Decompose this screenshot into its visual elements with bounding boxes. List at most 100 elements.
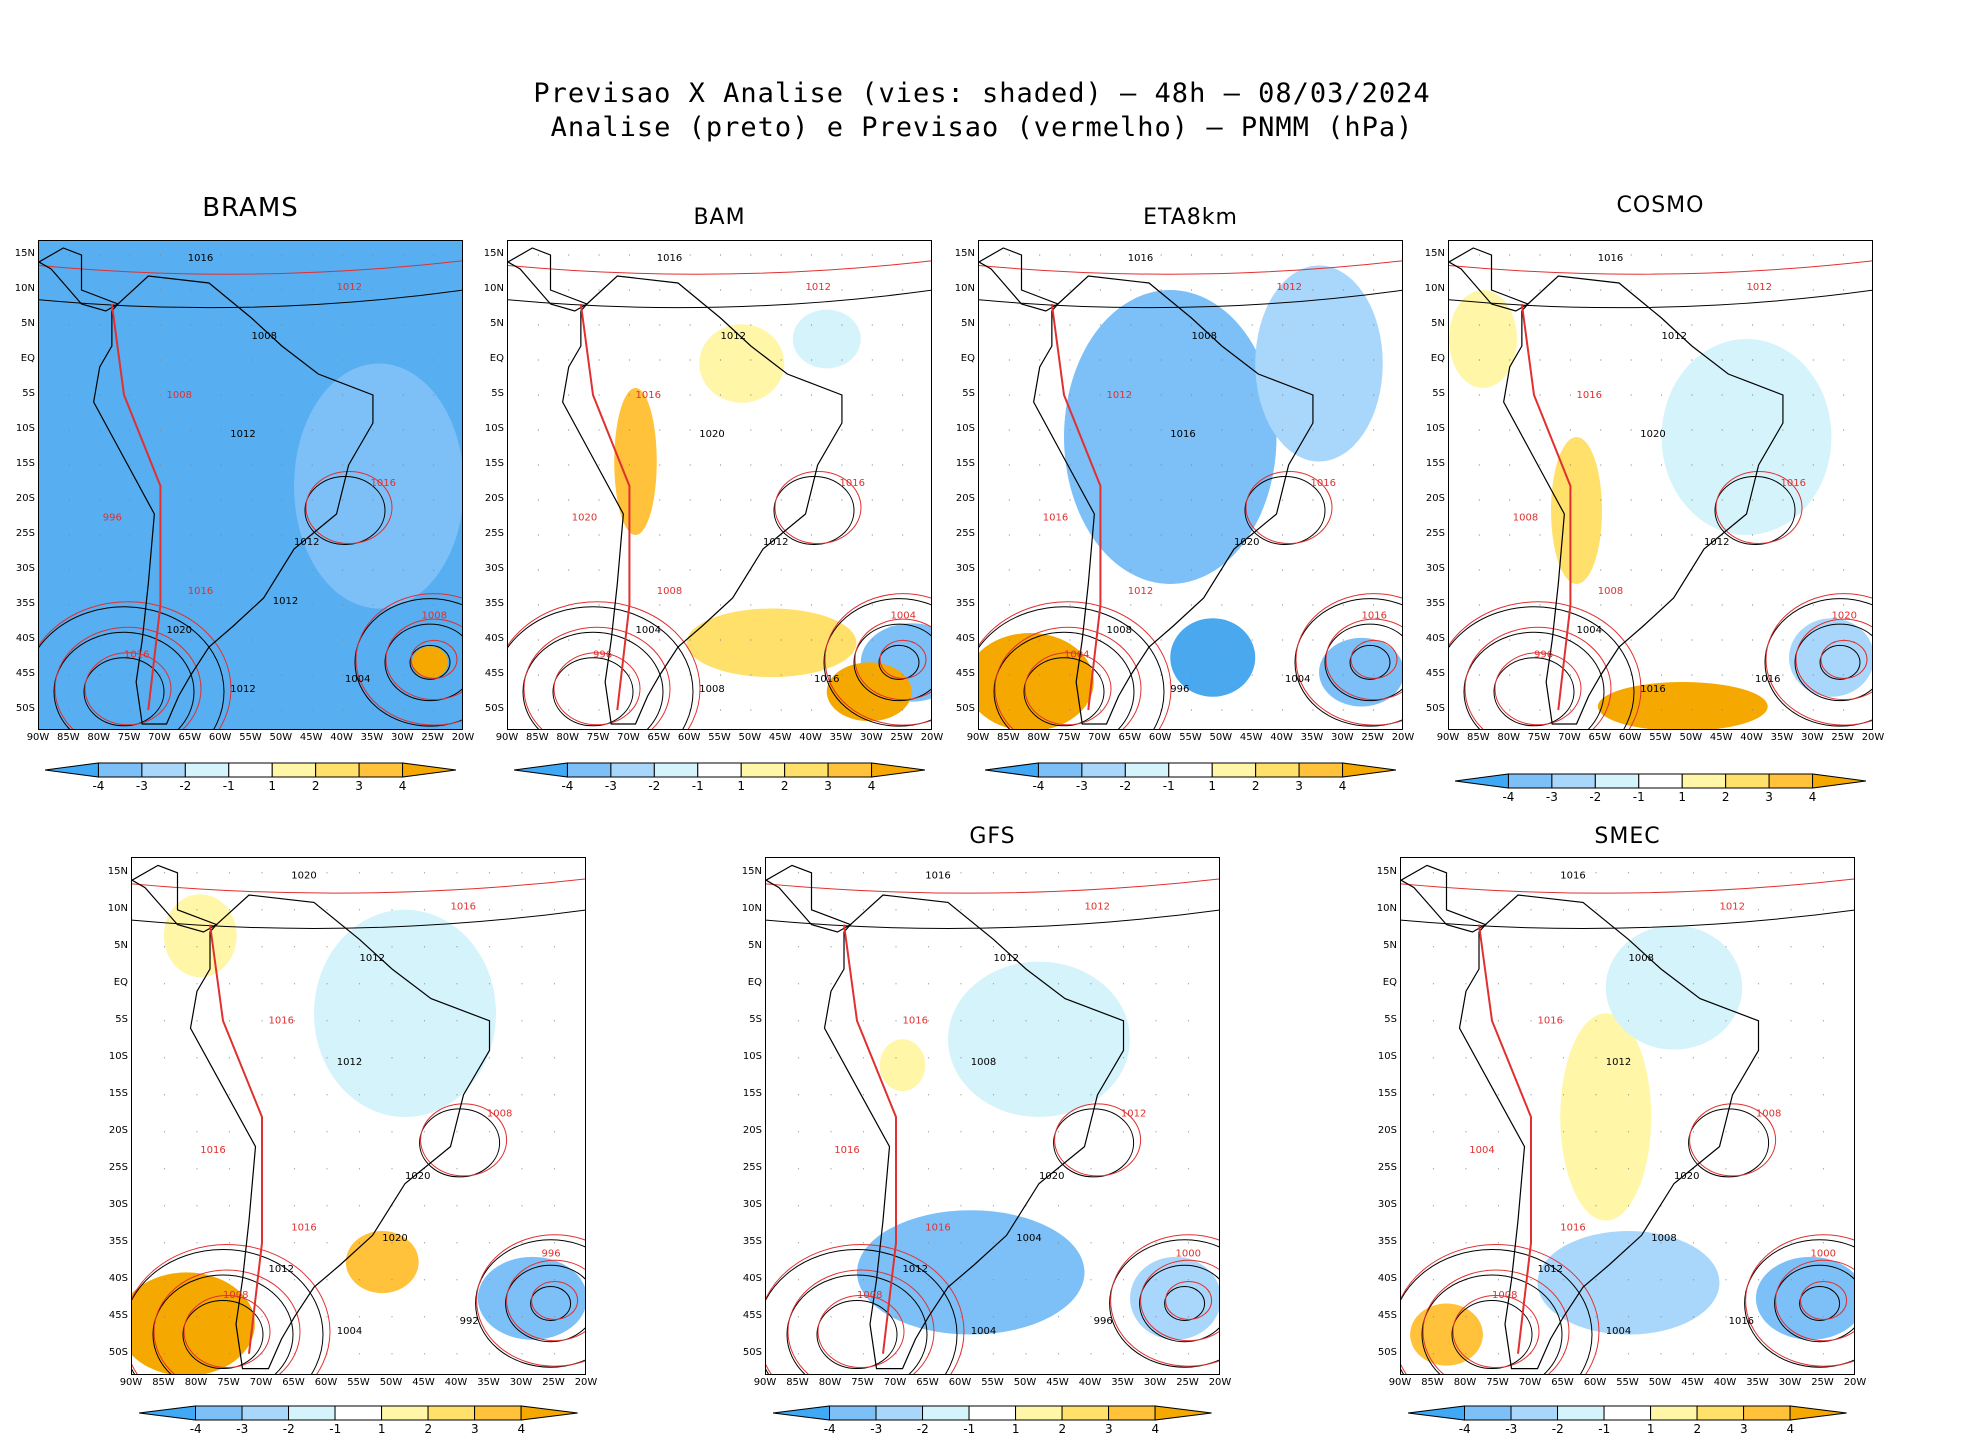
lon-tick-label: 75W <box>586 732 610 743</box>
lat-tick-label: 35S <box>15 598 35 609</box>
colorbar-label: 2 <box>780 779 789 793</box>
lon-tick-label: 70W <box>1558 732 1581 743</box>
colorbar-segment <box>1650 1405 1698 1421</box>
colorbar-label: 3 <box>355 779 363 793</box>
lat-tick-label: 15S <box>15 458 35 469</box>
contour-label: 1004 <box>1469 1145 1494 1156</box>
colorbar-ukmo <box>139 1405 578 1421</box>
lat-tick-label: 20S <box>484 493 504 504</box>
colorbar-label: -2 <box>648 779 661 793</box>
analysis-isobar <box>1139 1264 1219 1343</box>
lat-tick-label: 45S <box>1377 1309 1397 1321</box>
contour-label: 1016 <box>1560 1223 1585 1234</box>
analysis-isobar <box>508 606 694 729</box>
colorbar-label: 2 <box>424 1422 433 1436</box>
analysis-isobar <box>1449 606 1635 729</box>
lon-tick-label: 35W <box>1111 1377 1134 1388</box>
colorbar-label: 2 <box>1721 790 1730 804</box>
lat-tick-label: EQ <box>489 353 504 364</box>
lat-tick-label: 5S <box>22 388 35 399</box>
contour-label: 1004 <box>1016 1233 1041 1244</box>
colorbar-label: 4 <box>1338 779 1347 793</box>
andes-isobars <box>1520 303 1572 711</box>
map-cosmo: 1016 1012 1012 1016 1020 1016 1012 1008 1004 996 1… <box>1448 240 1873 730</box>
forecast-isobar <box>305 471 393 544</box>
forecast-isobar <box>1325 618 1402 701</box>
map-smec: 1016 1012 1008 1016 1012 1008 1020 1016 1012 1008… <box>1400 857 1855 1375</box>
lat-tick-label: 5N <box>21 318 35 329</box>
colorbar-label: 1 <box>377 1422 386 1436</box>
lat-tick-label: 15S <box>1425 458 1445 469</box>
contour-label: 1012 <box>1538 1264 1563 1275</box>
lat-tick-label: EQ <box>113 976 128 988</box>
colorbar-label: 4 <box>1808 790 1817 804</box>
lon-tick-label: 70W <box>1518 1377 1542 1388</box>
forecast-isobar <box>553 652 641 726</box>
isobars <box>508 260 931 729</box>
colorbar-label: 2 <box>1693 1422 1702 1436</box>
lon-tick-label: 90W <box>1436 732 1460 743</box>
lon-tick-label: 85W <box>997 732 1020 743</box>
contour-label: 1012 <box>1128 586 1153 597</box>
forecast-isobar <box>1110 1234 1219 1367</box>
colorbar-segment <box>1455 773 1509 789</box>
lon-tick-label: 85W <box>1421 1377 1444 1388</box>
lat-tick-label: 10N <box>1424 283 1445 294</box>
lat-tick-label: 10S <box>1425 423 1445 434</box>
contour-label: 1016 <box>1170 429 1195 440</box>
colorbar-label: -4 <box>92 779 105 793</box>
colorbar-label: -3 <box>135 779 148 793</box>
contour-label: 996 <box>542 1249 561 1260</box>
colorbar-label: -2 <box>179 779 192 793</box>
forecast-isobar <box>854 618 931 701</box>
colorbar-brams <box>45 762 456 778</box>
contour-label: 1020 <box>1832 611 1857 622</box>
south-america-coast <box>1033 275 1314 725</box>
bias-field <box>1605 925 1743 1050</box>
analysis-isobar <box>1109 1239 1219 1368</box>
colorbar-segment <box>474 1405 522 1421</box>
lon-tick-label: 40W <box>799 732 822 743</box>
lon-tick-label: 60W <box>1618 732 1642 743</box>
contour-label: 1012 <box>1277 282 1302 293</box>
contour-label: 996 <box>103 513 122 524</box>
lon-tick-label: 30W <box>859 732 883 743</box>
lat-tick-label: EQ <box>20 353 35 364</box>
colorbar-segment <box>241 1405 290 1421</box>
lat-tick-label: 15N <box>741 865 762 877</box>
bias-field <box>1319 637 1402 707</box>
lon-tick-label: 50W <box>738 732 762 743</box>
lon-tick-label: 75W <box>217 1377 240 1388</box>
bias-field <box>614 388 657 535</box>
colorbar-segment <box>1510 1405 1559 1421</box>
south-america-coast <box>1458 894 1760 1370</box>
lon-tick-label: 50W <box>1013 1377 1037 1388</box>
colorbar-label: -4 <box>823 1422 836 1436</box>
contour-label: 1012 <box>1107 390 1132 401</box>
central-america-coast <box>1449 247 1530 312</box>
lon-tick-label: 80W <box>818 1377 842 1388</box>
bias-field <box>1551 437 1602 584</box>
lat-tick-label: 10S <box>1377 1050 1397 1062</box>
colorbar-segment <box>1743 1405 1791 1421</box>
contour-label: 1004 <box>636 625 661 636</box>
map-ukmo: 1020 1016 1012 1016 1012 1008 1020 1016 1012 1008… <box>131 857 586 1375</box>
south-america-coast <box>1503 275 1784 725</box>
lat-tick-label: 40S <box>1377 1272 1397 1284</box>
contour-label: 996 <box>1094 1316 1113 1327</box>
bias-field <box>699 324 785 403</box>
contour-label: 1008 <box>1651 1233 1676 1244</box>
forecast-isobar <box>879 639 927 679</box>
bias-field <box>857 1210 1085 1335</box>
lat-tick-label: 40S <box>1425 633 1445 644</box>
andes-isobars <box>1478 924 1532 1354</box>
analysis-isobar <box>1421 1274 1563 1374</box>
contour-label: 1008 <box>857 1290 882 1301</box>
analysis-isobar <box>39 289 462 309</box>
lat-tick-label: EQ <box>1382 976 1397 988</box>
lon-tick-label: 25W <box>421 732 444 743</box>
isobars <box>39 260 462 729</box>
lon-tick-label: 50W <box>1209 732 1233 743</box>
contour-label: 1008 <box>1492 1290 1517 1301</box>
analysis-isobar <box>182 1300 264 1370</box>
